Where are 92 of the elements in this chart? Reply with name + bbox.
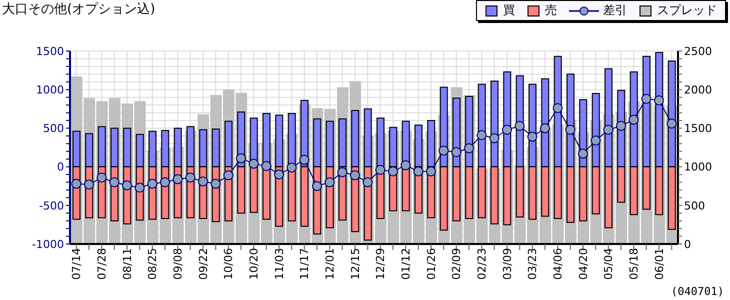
bar [250, 166, 258, 213]
point [400, 160, 411, 170]
point [666, 118, 677, 129]
x-tick-label: 11/03 [272, 248, 286, 280]
point [134, 182, 145, 193]
point [84, 180, 94, 190]
x-tick-label: 06/01 [652, 248, 666, 280]
point [616, 120, 626, 131]
x-tick-label: 10/20 [247, 248, 260, 280]
y2-tick-label: 500 [684, 199, 705, 212]
y-tick-label: 0 [57, 160, 64, 174]
point [198, 176, 208, 186]
x-tick-label: 03/23 [526, 248, 540, 280]
point [552, 103, 563, 114]
point [464, 143, 474, 154]
point [603, 124, 614, 135]
point [223, 170, 234, 180]
text: (040701) [671, 285, 724, 298]
point [628, 114, 639, 125]
y-tick-label: -500 [39, 199, 64, 212]
point [274, 170, 284, 180]
x-tick-label: 12/29 [374, 248, 388, 280]
x-tick-label: 05/18 [627, 248, 640, 280]
y2-tick-label: 1500 [684, 122, 712, 136]
point [426, 166, 436, 176]
x-tick-label: 08/25 [146, 248, 160, 280]
point [96, 172, 107, 183]
point [413, 166, 424, 176]
y2-tick-label: 1000 [684, 160, 712, 174]
point [261, 161, 272, 172]
point [312, 181, 322, 192]
point [641, 94, 652, 104]
point [375, 164, 386, 175]
point [451, 147, 462, 158]
x-tick-label: 10/06 [222, 248, 236, 280]
point [299, 154, 310, 165]
point [324, 177, 335, 188]
point [362, 177, 373, 188]
point [565, 124, 576, 135]
point [71, 178, 82, 189]
x-tick-label: 08/11 [120, 248, 134, 280]
x-tick-label: 09/08 [171, 248, 184, 280]
legend-label: 差引 [603, 2, 627, 19]
x-tick-label: 02/09 [450, 248, 464, 280]
y-tick-label: 1000 [36, 84, 64, 97]
point [210, 178, 221, 189]
x-tick-label: 04/06 [551, 248, 564, 280]
x-tick-label: 02/23 [475, 248, 488, 280]
point [160, 177, 170, 188]
x-tick-label: 07/14 [70, 248, 84, 280]
point [514, 120, 525, 131]
y2-tick-label: 0 [684, 238, 691, 251]
point [527, 132, 538, 142]
x-tick-label: 12/15 [348, 248, 362, 280]
y2-tick-label: 2500 [684, 44, 712, 58]
point [654, 95, 664, 106]
point [590, 136, 601, 146]
point [337, 167, 348, 178]
legend-label: 買 [503, 2, 515, 19]
point [489, 133, 500, 144]
x-tick-label: 09/22 [196, 248, 210, 280]
point [578, 148, 588, 159]
x-tick-label: 01/26 [424, 248, 438, 280]
x-tick-label: 04/20 [576, 248, 590, 280]
point [248, 158, 259, 169]
legend-label: 売 [545, 2, 557, 19]
x-tick-label: 07/28 [95, 248, 108, 280]
y-tick-label: -1000 [32, 238, 64, 251]
point [122, 180, 132, 190]
legend-label: スプレッド [657, 2, 717, 19]
chart-title: 大口その他(オプション込) [2, 1, 156, 18]
y2-tick-label: 2000 [684, 84, 712, 97]
point [172, 174, 183, 184]
x-tick-label: 03/09 [500, 248, 514, 280]
point [438, 146, 449, 156]
point [502, 124, 512, 135]
point [476, 130, 487, 140]
x-tick-label: 11/17 [298, 248, 312, 280]
point [286, 162, 297, 173]
point [109, 177, 120, 188]
x-tick-label: 12/01 [323, 248, 336, 280]
y-tick-label: 1500 [36, 44, 64, 58]
point [388, 166, 398, 176]
y-tick-label: 500 [43, 122, 64, 136]
point [147, 178, 158, 189]
point [185, 172, 196, 183]
x-tick-label: 05/04 [602, 248, 616, 280]
point [540, 123, 550, 134]
bar [402, 166, 410, 212]
point [350, 170, 360, 180]
point [236, 153, 246, 164]
x-tick-label: 01/12 [399, 248, 412, 280]
